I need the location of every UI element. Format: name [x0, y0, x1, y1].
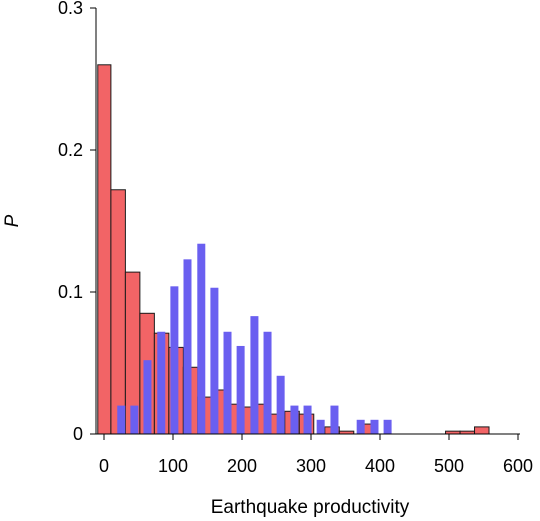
blue-series	[117, 243, 392, 434]
y-tick-label: 0.1	[58, 282, 83, 302]
bar-red	[110, 189, 126, 435]
bar-blue	[130, 405, 139, 434]
bar-blue	[290, 405, 299, 434]
bar-blue	[250, 316, 259, 434]
bar-blue	[157, 331, 166, 434]
bar-blue	[183, 259, 192, 434]
y-tick-label: 0.3	[58, 0, 83, 18]
bar-blue	[117, 405, 126, 434]
bar-blue	[356, 419, 365, 434]
bar-blue	[143, 360, 152, 434]
x-tick-label: 500	[434, 456, 464, 476]
red-series	[97, 64, 490, 435]
x-tick-label: 200	[227, 456, 257, 476]
y-axis-ticks: 0 0.1 0.2 0.3	[58, 0, 96, 444]
bar-blue	[210, 287, 219, 434]
y-tick-label: 0.2	[58, 140, 83, 160]
bar-blue	[170, 286, 179, 434]
x-axis-label: Earthquake productivity	[211, 497, 410, 518]
x-tick-label: 0	[99, 456, 109, 476]
x-axis-ticks: 0 100 200 300 400 500 600	[99, 434, 533, 476]
bar-blue	[316, 419, 325, 434]
bar-blue	[263, 331, 272, 434]
x-tick-label: 100	[158, 456, 188, 476]
y-axis-label: P	[2, 214, 23, 227]
bar-blue	[223, 331, 232, 434]
bar-blue	[303, 405, 312, 434]
bar-blue	[197, 243, 206, 434]
bar-blue	[370, 419, 379, 434]
bar-red	[474, 426, 490, 435]
bar-blue	[236, 345, 245, 434]
bar-blue	[383, 419, 392, 434]
x-tick-label: 400	[365, 456, 395, 476]
bar-blue	[276, 375, 285, 434]
x-tick-label: 300	[296, 456, 326, 476]
bar-blue	[330, 405, 339, 434]
x-tick-label: 600	[503, 456, 533, 476]
y-tick-label: 0	[73, 424, 83, 444]
bar-red	[97, 64, 112, 435]
